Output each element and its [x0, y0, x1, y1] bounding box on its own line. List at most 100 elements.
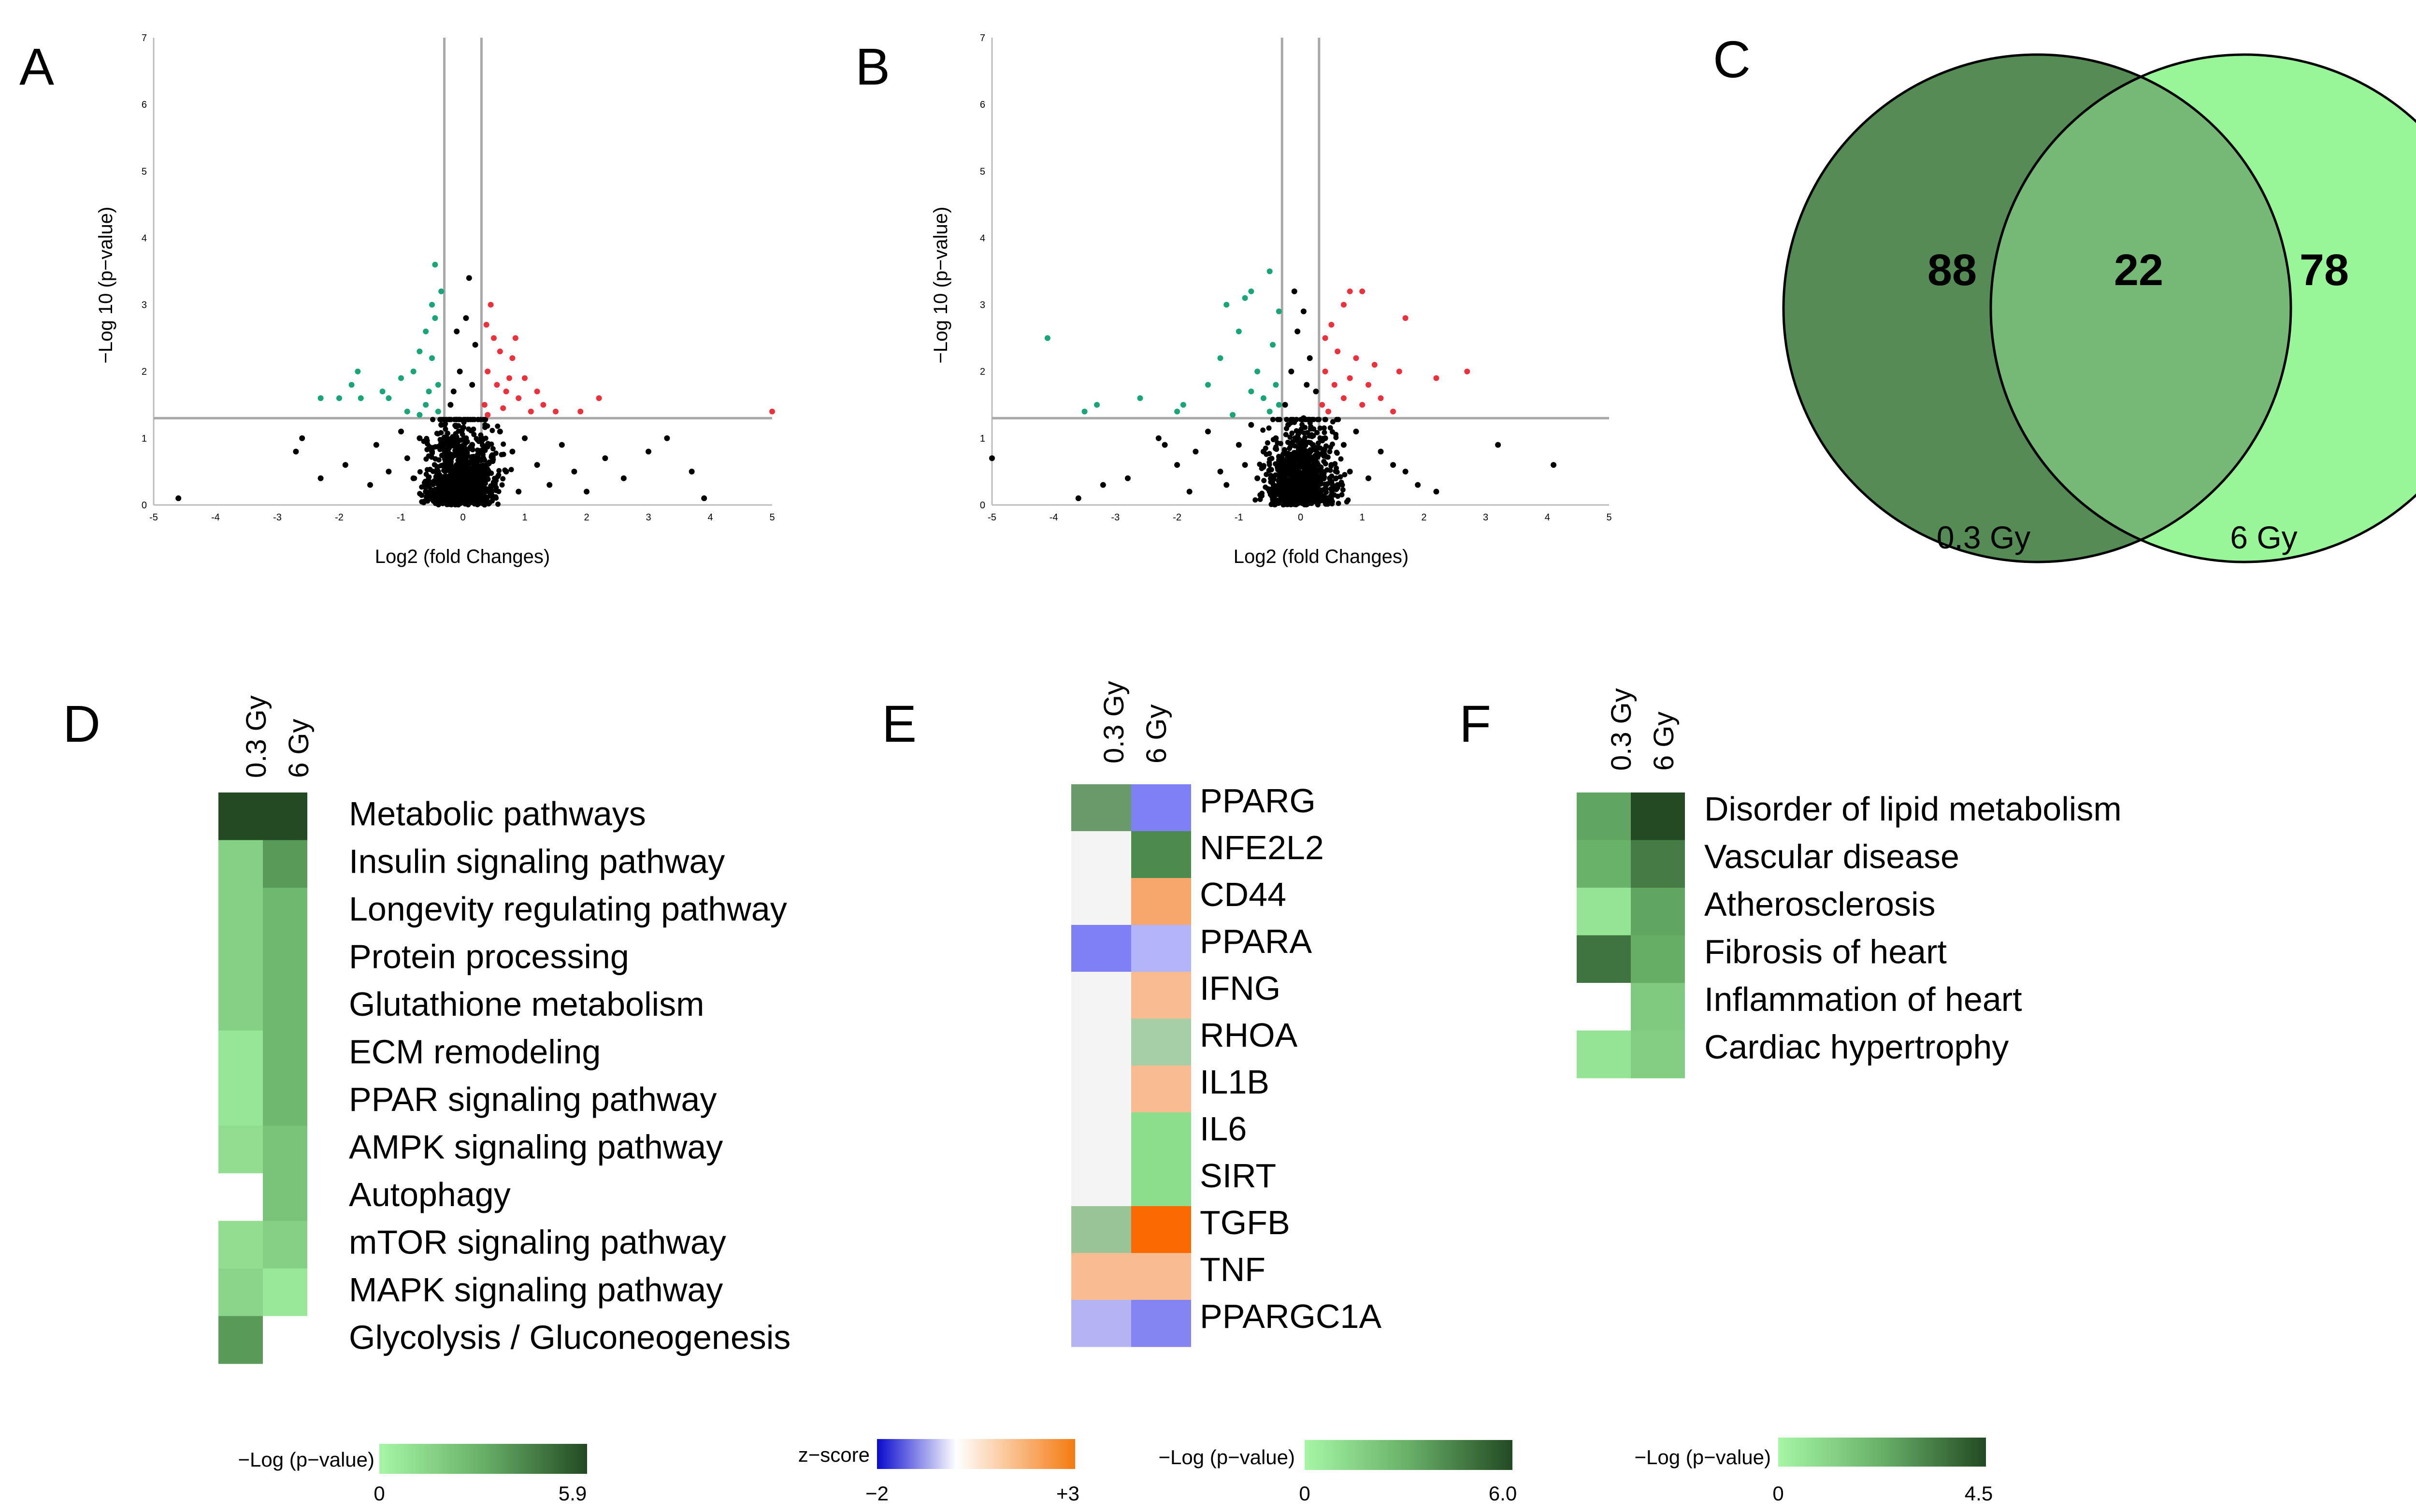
volcano-a-point-up	[483, 322, 489, 328]
legend-f-min: 0	[1772, 1482, 1783, 1505]
volcano-b-point-cluster	[1266, 425, 1272, 431]
volcano-a-point-cluster	[423, 456, 429, 462]
volcano-b-point-down	[1217, 355, 1223, 361]
volcano-b-point-ns	[1291, 455, 1297, 461]
volcano-b-point-cluster	[1278, 477, 1284, 483]
volcano-b-point-ns	[1551, 462, 1557, 468]
volcano-a-point-down	[358, 395, 364, 401]
volcano-a-point-cluster	[439, 492, 445, 498]
volcano-b-point-cluster	[1294, 489, 1300, 494]
volcano-a-point-ns	[469, 442, 475, 448]
volcano-b-point-cluster	[1303, 478, 1309, 484]
heatmap-f-cell	[1577, 888, 1631, 936]
volcano-a-x-tick: -3	[273, 512, 282, 523]
volcano-a-point-cluster	[479, 442, 485, 448]
heatmap-f-cell	[1577, 1030, 1631, 1079]
volcano-a-x-tick: 1	[522, 512, 527, 523]
volcano-b-point-ns	[1390, 462, 1396, 468]
legend-d-colorbar	[379, 1444, 587, 1474]
volcano-b-point-cluster	[1291, 460, 1296, 466]
legend-f-title: −Log (p−value)	[1634, 1446, 1771, 1469]
volcano-b-point-cluster	[1274, 463, 1280, 469]
volcano-b-point-cluster	[1336, 417, 1341, 422]
volcano-b-point-cluster	[1309, 476, 1315, 482]
volcano-a-y-tick: 2	[142, 367, 147, 377]
volcano-b-point-ns	[1378, 448, 1384, 455]
heatmap-d-row-label: Protein processing	[349, 938, 629, 976]
volcano-a-point-ns	[466, 475, 472, 481]
volcano-b-point-ns	[1260, 448, 1266, 455]
heatmap-d-cell	[263, 1173, 307, 1221]
volcano-a-point-cluster	[466, 446, 472, 452]
volcano-b-point-up	[1359, 288, 1366, 294]
volcano-b-point-down	[1180, 402, 1186, 408]
volcano-a-point-up	[488, 302, 494, 308]
volcano-a-point-down	[417, 348, 423, 355]
volcano-b-point-cluster	[1313, 496, 1319, 502]
volcano-a-point-down	[432, 261, 438, 268]
volcano-a-point-down	[423, 402, 429, 408]
volcano-b-point-up	[1325, 408, 1331, 415]
volcano-b-point-up	[1353, 355, 1359, 361]
volcano-b-point-ns	[1353, 429, 1359, 435]
volcano-b-point-cluster	[1299, 422, 1305, 428]
volcano-a-point-cluster	[468, 488, 474, 493]
volcano-a-point-ns	[299, 435, 305, 441]
volcano-a-point-cluster	[436, 457, 442, 463]
volcano-a-point-cluster	[480, 462, 486, 468]
volcano-a-point-cluster	[482, 501, 488, 506]
heatmap-e-cell	[1071, 1159, 1131, 1207]
heatmap-d-pathways: 0.3 Gy 6 Gy Metabolic pathways Insulin si…	[218, 695, 791, 1364]
volcano-a-point-ns	[373, 442, 379, 448]
heatmap-e-cell	[1071, 831, 1131, 878]
legend-e-title: z−score	[798, 1443, 870, 1466]
heatmap-e-cell	[1131, 1300, 1191, 1347]
heatmap-e-cell	[1071, 1066, 1131, 1113]
volcano-b-point-cluster	[1258, 492, 1264, 498]
volcano-a-x-tick: 3	[646, 512, 651, 523]
volcano-b-point-cluster	[1322, 430, 1327, 435]
volcano-a-point-up	[553, 408, 559, 415]
legend-e-max: +3	[1056, 1482, 1079, 1505]
volcano-a-point-cluster	[471, 432, 477, 437]
volcano-a-point-cluster	[483, 417, 489, 422]
volcano-a-point-cluster	[470, 494, 476, 500]
volcano-a-point-ns	[417, 435, 423, 441]
volcano-a-y-tick: 5	[142, 166, 147, 177]
volcano-a-point-ns	[689, 468, 695, 475]
volcano-a-point-cluster	[417, 491, 423, 497]
heatmap-d-cell	[218, 1030, 263, 1079]
heatmap-e-cell	[1131, 831, 1191, 878]
volcano-a-point-cluster	[501, 441, 506, 447]
heatmap-d-cell	[218, 983, 263, 1031]
volcano-b-point-up	[1396, 368, 1402, 374]
volcano-a-point-ns	[516, 489, 522, 495]
volcano-b-point-up	[1340, 395, 1347, 401]
volcano-a-point-cluster	[434, 498, 440, 504]
volcano-b-point-cluster	[1294, 474, 1299, 479]
volcano-a-point-ns	[546, 482, 553, 488]
volcano-b-point-down	[1260, 395, 1266, 401]
volcano-b-point-cluster	[1261, 463, 1266, 469]
volcano-a-point-cluster	[457, 473, 462, 479]
volcano-a-point-up	[481, 402, 488, 408]
volcano-b-point-cluster	[1323, 495, 1329, 501]
volcano-a-y-tick: 4	[142, 233, 147, 244]
volcano-a-x-tick: 0	[460, 512, 465, 523]
volcano-b-point-cluster	[1307, 433, 1312, 439]
heatmap-e-cell	[1131, 784, 1191, 832]
volcano-b-point-down	[1270, 342, 1276, 348]
volcano-a-point-cluster	[438, 463, 444, 469]
volcano-b-point-cluster	[1304, 492, 1309, 498]
volcano-a-point-down	[379, 389, 386, 395]
volcano-a-point-down	[398, 375, 404, 381]
volcano-b-point-cluster	[1287, 498, 1293, 504]
volcano-a-point-ns	[435, 468, 441, 475]
volcano-a-point-cluster	[466, 492, 472, 498]
volcano-b-point-ns	[1365, 475, 1371, 481]
volcano-b-point-ns	[1415, 482, 1421, 488]
volcano-b-x-tick: -2	[1173, 512, 1181, 523]
volcano-a-point-ns	[485, 442, 491, 448]
volcano-a-point-ns	[386, 468, 392, 475]
volcano-b-point-cluster	[1315, 417, 1321, 422]
